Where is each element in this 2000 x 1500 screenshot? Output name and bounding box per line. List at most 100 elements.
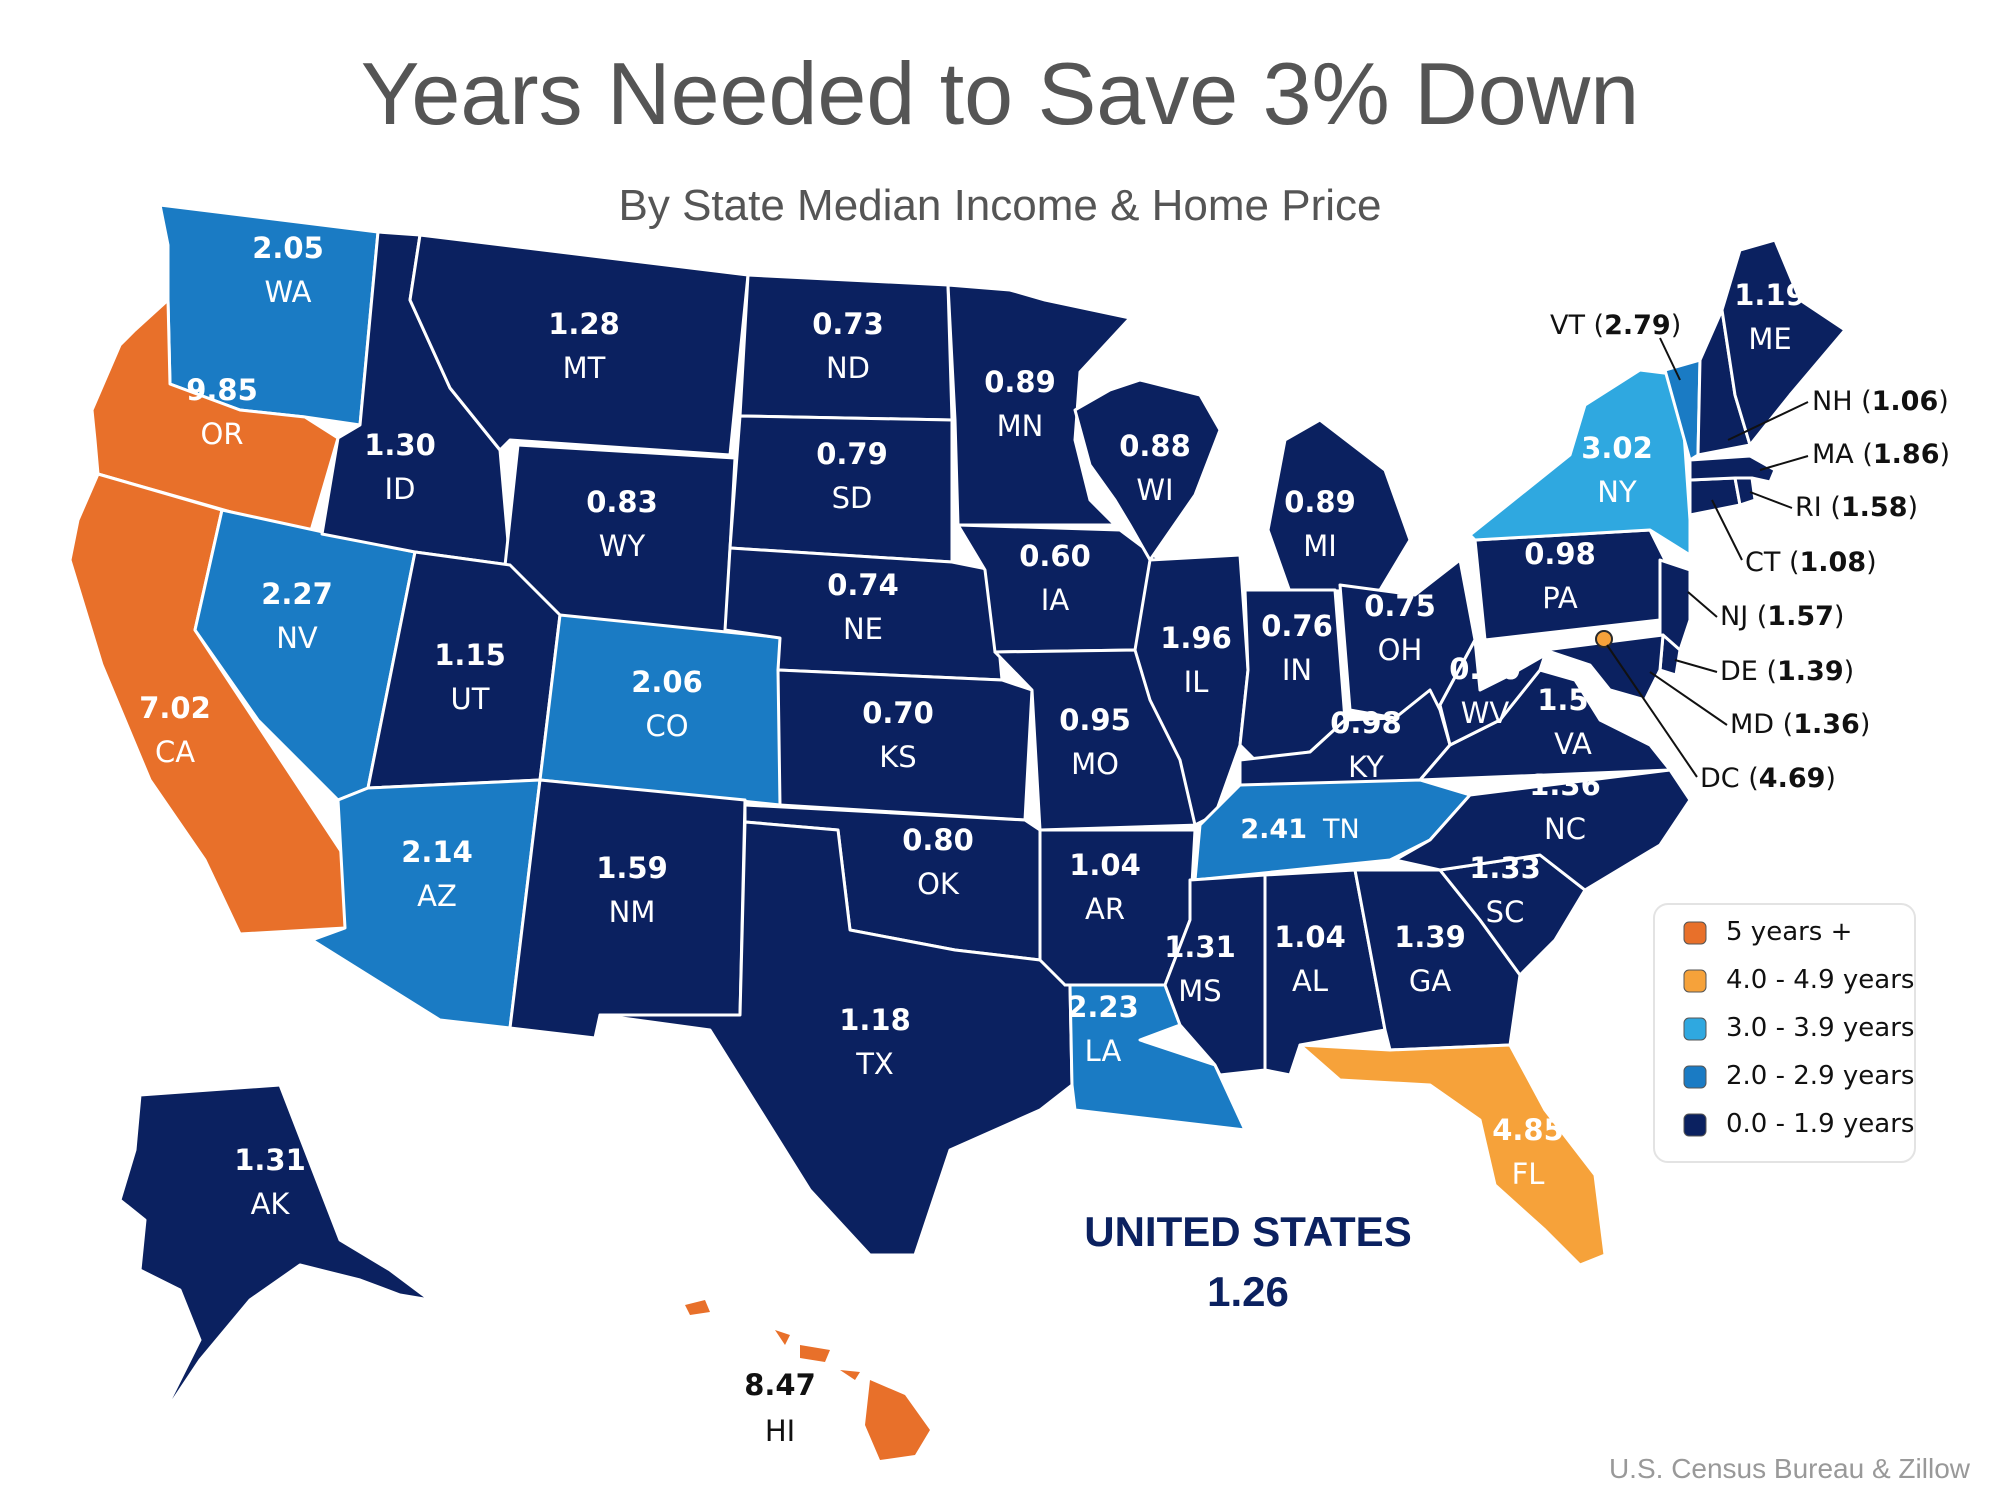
state-wi [1073, 378, 1222, 562]
state-me [1720, 238, 1847, 447]
legend: 5 years + 4.0 - 4.9 years 3.0 - 3.9 years 2… [1653, 903, 1916, 1163]
state-value-nc: 1.36 [1529, 768, 1601, 802]
national-value: 1.26 [1207, 1268, 1289, 1315]
state-hi [685, 1300, 930, 1460]
callout-paren-close: ) [1860, 709, 1871, 740]
state-abbr-nm: NM [609, 895, 656, 929]
state-value-ok: 0.80 [902, 823, 974, 857]
state-mi [1266, 418, 1412, 594]
state-value-mi: 0.89 [1284, 485, 1356, 519]
state-abbr-wv: WV [1461, 696, 1510, 730]
legend-swatch-4 [1683, 1113, 1707, 1137]
state-abbr-ak: AK [251, 1187, 291, 1221]
callout-vt: VT (2.79) [1550, 310, 1681, 341]
state-value-la: 2.23 [1067, 990, 1139, 1024]
state-value-il: 1.96 [1160, 621, 1232, 655]
state-abbr-tx: TX [855, 1047, 894, 1081]
state-abbr-co: CO [645, 709, 688, 743]
callout-value-nh: 1.06 [1872, 386, 1939, 417]
callout-value-ma: 1.86 [1873, 439, 1940, 470]
state-ny [1468, 368, 1692, 557]
state-abbr-ia: IA [1041, 583, 1070, 617]
callout-paren-close: ) [1834, 601, 1845, 632]
state-callouts-layer: VT (2.79)NH (1.06)MA (1.86)RI (1.58)CT (… [1550, 310, 1950, 794]
state-value-nm: 1.59 [596, 851, 668, 885]
callout-nh: NH (1.06) [1812, 386, 1949, 417]
state-abbr-ms: MS [1178, 974, 1221, 1008]
callout-line-md [1649, 671, 1728, 726]
state-value-sd: 0.79 [816, 437, 888, 471]
callout-paren-open: ( [1822, 492, 1841, 523]
legend-swatch-0 [1683, 921, 1707, 945]
state-abbr-mo: MO [1071, 747, 1119, 781]
callout-abbr-nj: NJ [1720, 601, 1748, 632]
callout-value-md: 1.36 [1793, 709, 1860, 740]
state-ma [1688, 454, 1777, 484]
state-abbr-hi: HI [765, 1414, 795, 1448]
state-labels-layer: 2.05 WA 9.85 OR 7.02 CA 1.30 ID 2.27 NV 1.28 MT 0.83… [139, 231, 1806, 1448]
state-dc-marker [1595, 630, 1613, 648]
state-value-hi: 8.47 [744, 1368, 816, 1402]
state-nc [1393, 768, 1692, 892]
state-abbr-wy: WY [599, 529, 646, 563]
state-value-ca: 7.02 [139, 691, 211, 725]
state-abbr-mn: MN [997, 409, 1044, 443]
callout-dc: DC (4.69) [1700, 763, 1836, 794]
state-abbr-ca: CA [155, 735, 195, 769]
callout-value-de: 1.39 [1777, 656, 1844, 687]
callout-paren-close: ) [1866, 547, 1877, 578]
legend-label-4: 0.0 - 1.9 years [1726, 1109, 1914, 1139]
state-tx [598, 820, 1074, 1257]
state-value-in: 0.76 [1261, 609, 1333, 643]
callout-line-ma [1759, 455, 1809, 471]
state-ri [1733, 476, 1757, 507]
state-abbr-ut: UT [451, 682, 490, 716]
state-value-ms: 1.31 [1164, 930, 1236, 964]
state-nj [1658, 558, 1692, 652]
callout-de: DE (1.39) [1720, 656, 1854, 687]
state-mn [946, 283, 1132, 527]
legend-label-0: 5 years + [1726, 917, 1852, 947]
state-value-va: 1.51 [1537, 683, 1609, 717]
source-note: U.S. Census Bureau & Zillow [1609, 1453, 1971, 1484]
state-value-ga: 1.39 [1394, 920, 1466, 954]
state-abbr-ok: OK [917, 867, 960, 901]
state-value-co: 2.06 [631, 665, 703, 699]
state-abbr-oh: OH [1378, 633, 1423, 667]
callout-paren-open: ( [1774, 709, 1793, 740]
state-value-wy: 0.83 [586, 485, 658, 519]
callout-abbr-vt: VT [1550, 310, 1585, 341]
callout-abbr-ma: MA [1812, 439, 1854, 470]
map-subtitle: By State Median Income & Home Price [619, 181, 1382, 230]
callout-value-ct: 1.08 [1799, 547, 1866, 578]
state-nd [738, 273, 954, 422]
state-abbr-az: AZ [417, 879, 457, 913]
callout-line-nj [1687, 591, 1718, 618]
state-abbr-ny: NY [1597, 475, 1637, 509]
state-abbr-va: VA [1554, 727, 1592, 761]
callout-paren-close: ) [1671, 310, 1682, 341]
state-abbr-sc: SC [1486, 895, 1525, 929]
state-fl [1298, 1043, 1607, 1267]
state-value-nv: 2.27 [261, 577, 333, 611]
callout-paren-open: ( [1740, 763, 1759, 794]
state-value-mt: 1.28 [548, 307, 620, 341]
callout-line-ct [1711, 499, 1743, 561]
state-value-ny: 3.02 [1581, 431, 1653, 465]
state-value-ak: 1.31 [234, 1143, 306, 1177]
state-abbr-mi: MI [1303, 529, 1337, 563]
state-value-ne: 0.74 [827, 568, 899, 602]
state-abbr-or: OR [201, 417, 244, 451]
state-abbr-in: IN [1282, 653, 1312, 687]
callout-paren-close: ) [1940, 439, 1951, 470]
state-abbr-pa: PA [1542, 581, 1578, 615]
state-abbr-nv: NV [276, 621, 318, 655]
map-title: Years Needed to Save 3% Down [361, 44, 1639, 143]
legend-swatch-1 [1683, 969, 1707, 993]
callout-paren-open: ( [1854, 439, 1873, 470]
callout-paren-open: ( [1758, 656, 1777, 687]
callout-abbr-ct: CT [1745, 547, 1781, 578]
callout-nj: NJ (1.57) [1720, 601, 1844, 632]
callout-line-vt [1659, 337, 1681, 381]
